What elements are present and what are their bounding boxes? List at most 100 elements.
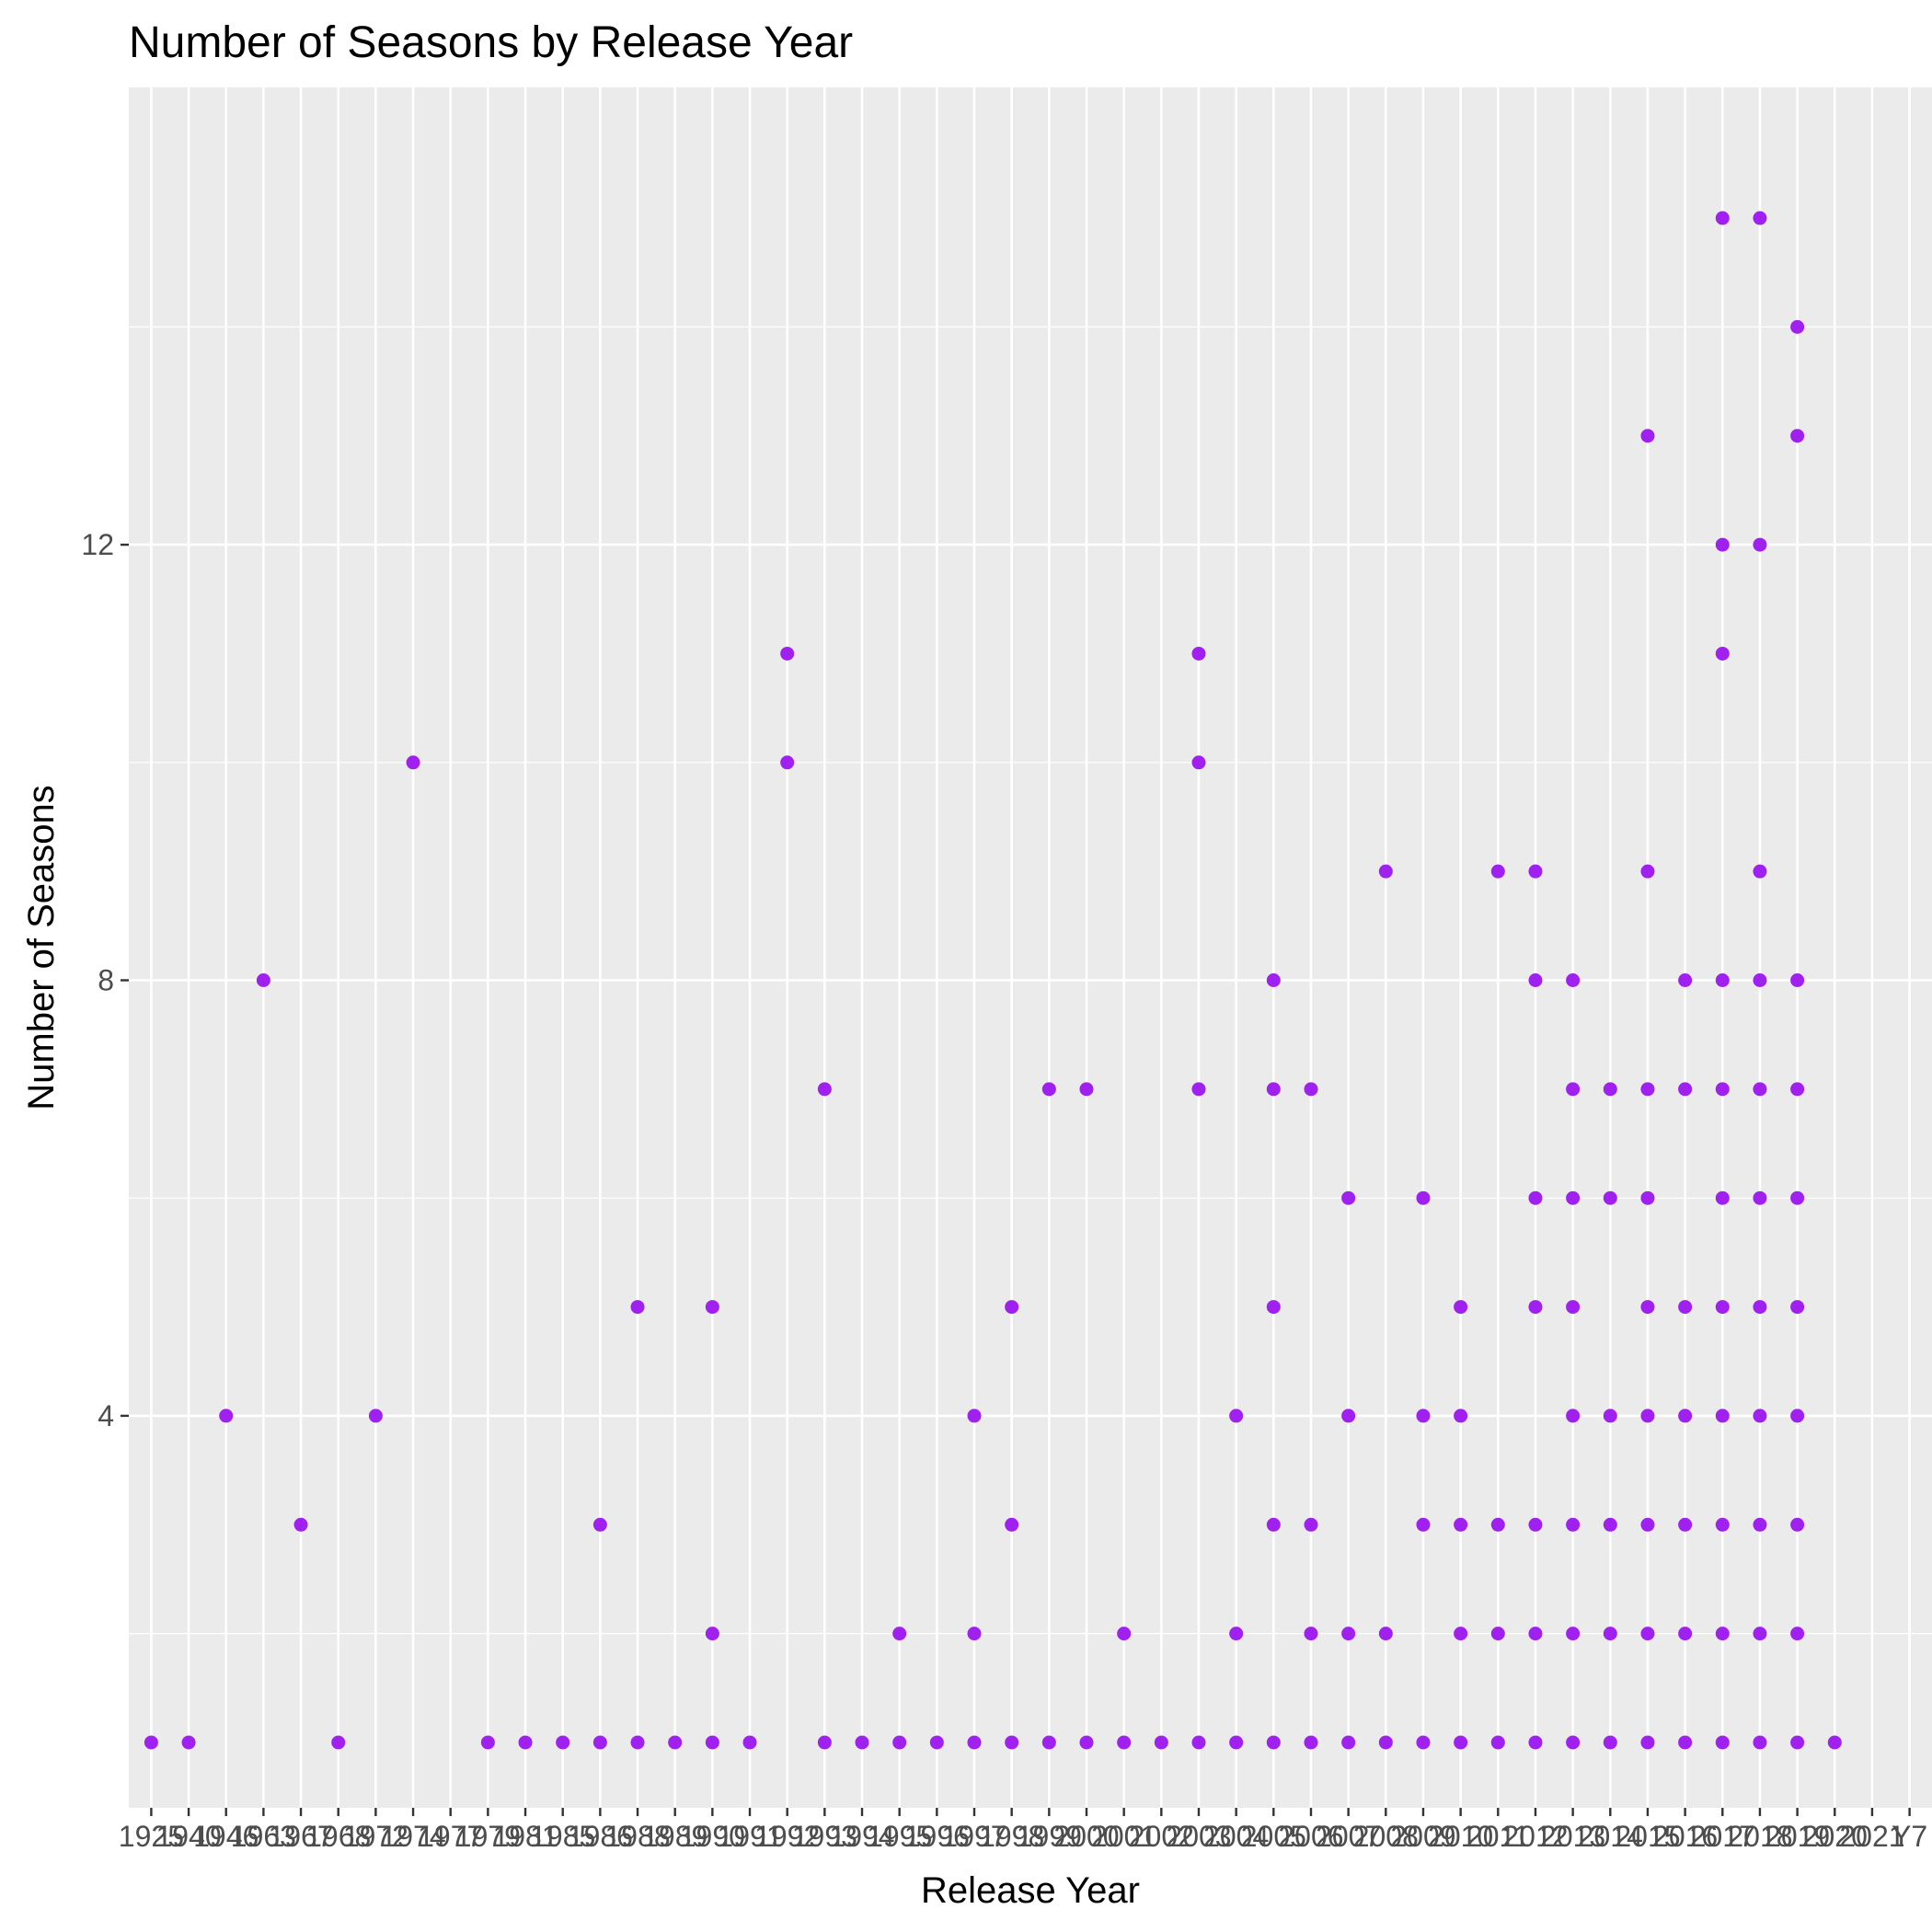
- data-point: [1341, 1735, 1356, 1750]
- data-point: [1490, 1517, 1505, 1532]
- data-point: [1528, 1517, 1543, 1532]
- data-point: [219, 1409, 234, 1423]
- x-tick-label: 1946: [193, 1820, 259, 1853]
- x-tick-label: 1989: [642, 1820, 707, 1853]
- x-tick-label: 1963: [231, 1820, 296, 1853]
- data-point: [1528, 1190, 1543, 1205]
- data-point: [1790, 1409, 1805, 1423]
- y-tick-label: 8: [98, 964, 114, 997]
- data-point: [1566, 1409, 1581, 1423]
- data-point: [967, 1627, 982, 1641]
- data-point: [1304, 1735, 1318, 1750]
- data-point: [1678, 1517, 1693, 1532]
- data-point: [1566, 973, 1581, 988]
- data-point: [1640, 1300, 1655, 1315]
- data-point: [331, 1735, 346, 1750]
- x-tick-label: 1979: [455, 1820, 521, 1853]
- data-point: [1490, 1735, 1505, 1750]
- data-point: [1678, 973, 1693, 988]
- y-tick-label: 12: [81, 528, 114, 561]
- x-tick-label: 2009: [1390, 1820, 1455, 1853]
- x-tick-label: 2003: [1166, 1820, 1231, 1853]
- data-point: [1528, 1735, 1543, 1750]
- data-point: [1640, 1190, 1655, 1205]
- data-point: [1753, 1517, 1767, 1532]
- data-point: [592, 1735, 607, 1750]
- data-points: [144, 211, 1842, 1750]
- axes: 4 8 12 192519401946196319671968197219741977…: [81, 528, 1927, 1853]
- data-point: [705, 1300, 719, 1315]
- data-point: [1715, 1190, 1730, 1205]
- data-point: [1191, 1082, 1206, 1097]
- data-point: [406, 755, 420, 770]
- data-point: [967, 1735, 982, 1750]
- data-point: [1715, 646, 1730, 661]
- data-point: [1753, 1627, 1767, 1641]
- data-point: [1528, 973, 1543, 988]
- data-point: [1454, 1517, 1468, 1532]
- x-tick-label: 1940: [155, 1820, 221, 1853]
- x-tick-label: 2018: [1727, 1820, 1792, 1853]
- data-point: [1341, 1409, 1356, 1423]
- data-point: [1790, 1190, 1805, 1205]
- data-point: [817, 1735, 832, 1750]
- data-point: [1603, 1517, 1617, 1532]
- data-point: [1566, 1190, 1581, 1205]
- data-point: [1416, 1190, 1431, 1205]
- data-point: [1603, 1409, 1617, 1423]
- data-point: [1678, 1627, 1693, 1641]
- x-tick-label: 1991: [717, 1820, 782, 1853]
- data-point: [1640, 429, 1655, 443]
- x-tick-label: 1995: [867, 1820, 932, 1853]
- x-tick-label: 1993: [792, 1820, 857, 1853]
- data-point: [1566, 1300, 1581, 1315]
- data-point: [144, 1735, 158, 1750]
- x-tick-label: 1999: [1017, 1820, 1082, 1853]
- x-tick-label: 2021: [1839, 1820, 1904, 1853]
- x-tick-label: 2008: [1353, 1820, 1419, 1853]
- data-point: [1229, 1409, 1244, 1423]
- plot-panel: [129, 87, 1932, 1808]
- data-point: [929, 1735, 944, 1750]
- data-point: [1079, 1082, 1094, 1097]
- x-tick-label: 1996: [904, 1820, 970, 1853]
- data-point: [1678, 1735, 1693, 1750]
- data-point: [1715, 973, 1730, 988]
- data-point: [1790, 429, 1805, 443]
- x-tick-label: Y7: [1892, 1820, 1927, 1853]
- data-point: [293, 1517, 308, 1532]
- data-point: [518, 1735, 533, 1750]
- x-tick-label: 1997: [941, 1820, 1006, 1853]
- x-tick-label: 1992: [754, 1820, 820, 1853]
- data-point: [1079, 1735, 1094, 1750]
- data-point: [1416, 1735, 1431, 1750]
- data-point: [1753, 1735, 1767, 1750]
- data-point: [1640, 1735, 1655, 1750]
- data-point: [592, 1517, 607, 1532]
- x-tick-label: 1985: [530, 1820, 595, 1853]
- x-tick-label: 2007: [1316, 1820, 1381, 1853]
- data-point: [1454, 1409, 1468, 1423]
- data-point: [1753, 973, 1767, 988]
- data-point: [1416, 1409, 1431, 1423]
- data-point: [1341, 1627, 1356, 1641]
- data-point: [1715, 211, 1730, 225]
- x-tick-label: 1972: [343, 1820, 408, 1853]
- x-tick-label: 1967: [268, 1820, 333, 1853]
- x-tick-label: 2016: [1652, 1820, 1718, 1853]
- data-point: [967, 1409, 982, 1423]
- data-point: [1566, 1627, 1581, 1641]
- data-point: [1827, 1735, 1842, 1750]
- data-point: [1715, 1627, 1730, 1641]
- data-point: [1005, 1735, 1019, 1750]
- x-tick-label: 2004: [1203, 1820, 1269, 1853]
- data-point: [1416, 1517, 1431, 1532]
- data-point: [256, 973, 270, 988]
- x-tick-label: 2019: [1765, 1820, 1830, 1853]
- data-point: [780, 755, 795, 770]
- data-point: [892, 1735, 907, 1750]
- data-point: [1790, 1517, 1805, 1532]
- data-point: [1005, 1300, 1019, 1315]
- x-tick-label: 2001: [1091, 1820, 1156, 1853]
